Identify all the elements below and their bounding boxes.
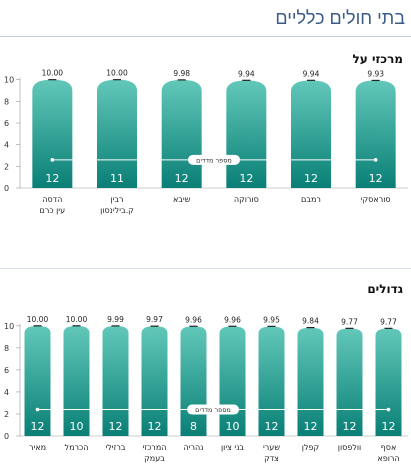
page-title: בתי חולים כלליים [275,8,405,28]
count-label: 12 [175,172,189,185]
count-label: 12 [343,420,357,433]
x-tick-label: הרופא [377,454,399,463]
data-label: 9.94 [238,69,255,78]
x-tick-label: המרכזי [143,443,167,452]
large-hospitals-bar-chart: 0 2 4 6 8 10 10.00 12 מאיר 10.00 10 הכרמל 9.99 12 ברזי… [4,315,408,463]
count-line-label: מספר מדדים [195,406,231,414]
y-tick-label: 0 [4,184,9,193]
bar [97,79,137,188]
x-tick-label: אסף [381,443,397,452]
title-divider [0,36,411,37]
x-tick-label: קפלן [302,443,320,452]
x-tick-label: ק.בילינסון [100,206,134,215]
data-label: 9.96 [224,315,241,324]
count-label: 12 [109,420,123,433]
section-divider [0,268,411,269]
bar [297,327,324,436]
count-label: 12 [265,420,279,433]
data-label: 9.96 [185,315,202,324]
count-line-marker [373,158,378,162]
data-label: 9.84 [302,317,319,326]
x-tick-label: הדסה [42,195,62,204]
data-label: 9.99 [107,315,124,324]
count-line-label: מספר מדדים [196,156,232,164]
count-label: 12 [31,420,45,433]
x-tick-label: עין כרם [40,206,66,215]
count-line-label-bg [188,154,240,165]
data-label: 9.98 [173,69,190,78]
bar [291,80,331,188]
count-label: 10 [70,420,84,433]
bar [102,325,129,436]
x-tick-label: שיבא [173,195,191,204]
count-label: 12 [304,420,318,433]
data-label: 9.94 [303,69,320,78]
count-label: 11 [110,172,124,185]
data-label: 9.95 [263,315,280,324]
x-tick-label: צדק [264,454,279,463]
count-label: 12 [369,172,383,185]
chart-title-super-centers: מרכזי על [352,52,403,66]
bar [24,325,51,436]
chart-title-large: גדולים [367,282,403,296]
y-tick-label: 2 [4,410,9,419]
data-label: 10.00 [106,69,128,78]
data-label: 10.00 [27,315,49,324]
data-label: 10.00 [42,69,64,78]
count-line-marker [386,407,391,412]
x-tick-label: הכרמל [65,443,89,452]
super-centers-bar-chart: 0 2 4 6 8 10 10.00 12 הדסה עין כרם 10.00 11 רבין ק.בי… [4,69,408,215]
y-tick-label: 6 [4,119,9,128]
y-tick-label: 4 [4,388,9,397]
y-tick-label: 10 [4,322,14,331]
bar [32,79,73,188]
y-tick-label: 0 [4,432,9,441]
data-label: 9.97 [146,315,163,324]
y-tick-label: 10 [4,76,14,85]
bar [141,326,168,436]
count-label: 12 [148,420,162,433]
x-tick-label: רמבם [301,195,321,204]
x-tick-label: מאיר [29,443,46,452]
count-label: 12 [45,172,59,185]
count-label: 10 [226,420,240,433]
x-tick-label: שערי [263,443,280,452]
x-tick-label: בני ציון [221,443,244,452]
count-label: 12 [239,172,253,185]
y-tick-label: 6 [4,366,9,375]
data-label: 10.00 [66,315,88,324]
count-label: 12 [304,172,318,185]
count-line-label-bg [187,404,239,415]
count-label: 12 [382,420,396,433]
count-line-marker [35,407,40,412]
bar [63,325,90,436]
data-label: 9.77 [341,317,358,326]
x-tick-label: רבין [110,195,123,204]
bar [355,80,396,188]
x-tick-label: בעמק [144,454,165,463]
y-tick-label: 8 [4,344,9,353]
y-tick-label: 4 [4,141,9,150]
bar [258,326,285,436]
count-line-marker [50,158,55,162]
y-tick-label: 2 [4,162,9,171]
data-label: 9.77 [380,317,397,326]
x-tick-label: ברזילי [105,443,125,452]
count-label: 8 [190,420,197,433]
data-label: 9.93 [367,69,384,78]
x-tick-label: נהריה [184,443,204,452]
x-tick-label: וולפסון [338,443,361,452]
x-tick-label: סורוקה [234,195,259,204]
y-tick-label: 8 [4,97,9,106]
x-tick-label: סוראסקי [361,195,391,204]
